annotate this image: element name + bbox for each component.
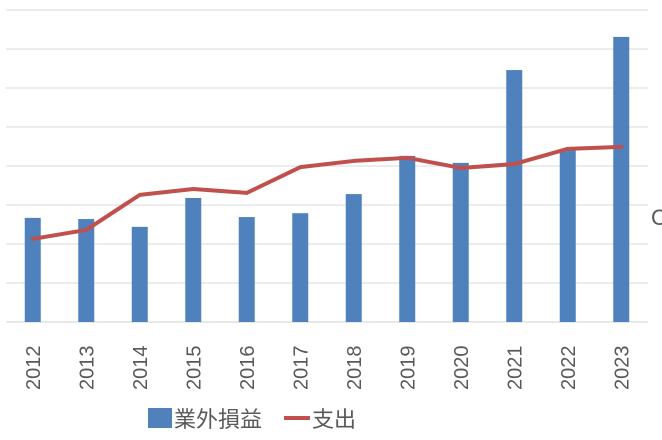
x-tick-label: 2022 [558, 346, 580, 391]
x-tick-label: 2014 [130, 346, 152, 391]
clipped-axis-label: C [651, 205, 662, 230]
bar-2018[interactable] [345, 194, 362, 322]
legend-item-line[interactable]: 支出 [278, 402, 356, 434]
bar-2016[interactable] [238, 217, 255, 322]
x-tick-label: 2020 [451, 346, 473, 391]
bar-2020[interactable] [452, 162, 469, 322]
bar-2014[interactable] [131, 226, 148, 322]
x-tick-label: 2012 [23, 346, 45, 391]
bar-swatch-icon [148, 408, 172, 428]
x-tick-label: 2017 [290, 346, 312, 391]
x-tick-label: 2021 [504, 346, 526, 391]
x-tick-label: 2016 [237, 346, 259, 391]
x-tick-label: 2013 [76, 346, 98, 391]
line-swatch-icon [284, 416, 311, 420]
line-series-expenditure[interactable] [30, 144, 624, 241]
x-tick-label: 2019 [397, 346, 419, 391]
bar-2012[interactable] [24, 217, 41, 322]
bar-2013[interactable] [78, 219, 95, 322]
legend-label-bar: 業外損益 [174, 408, 263, 433]
x-tick-label: 2018 [344, 346, 366, 391]
bar-2019[interactable] [399, 155, 416, 322]
bar-2022[interactable] [559, 150, 576, 322]
bar-2023[interactable] [613, 36, 630, 322]
bar-2015[interactable] [185, 197, 202, 322]
bar-2017[interactable] [292, 213, 309, 322]
legend: 業外損益 支出 [148, 402, 372, 434]
legend-label-line: 支出 [312, 408, 357, 433]
x-tick-label: 2023 [611, 346, 633, 391]
x-tick-label: 2015 [183, 346, 205, 391]
bar-2021[interactable] [506, 70, 523, 322]
legend-item-bar[interactable]: 業外損益 [148, 402, 262, 434]
